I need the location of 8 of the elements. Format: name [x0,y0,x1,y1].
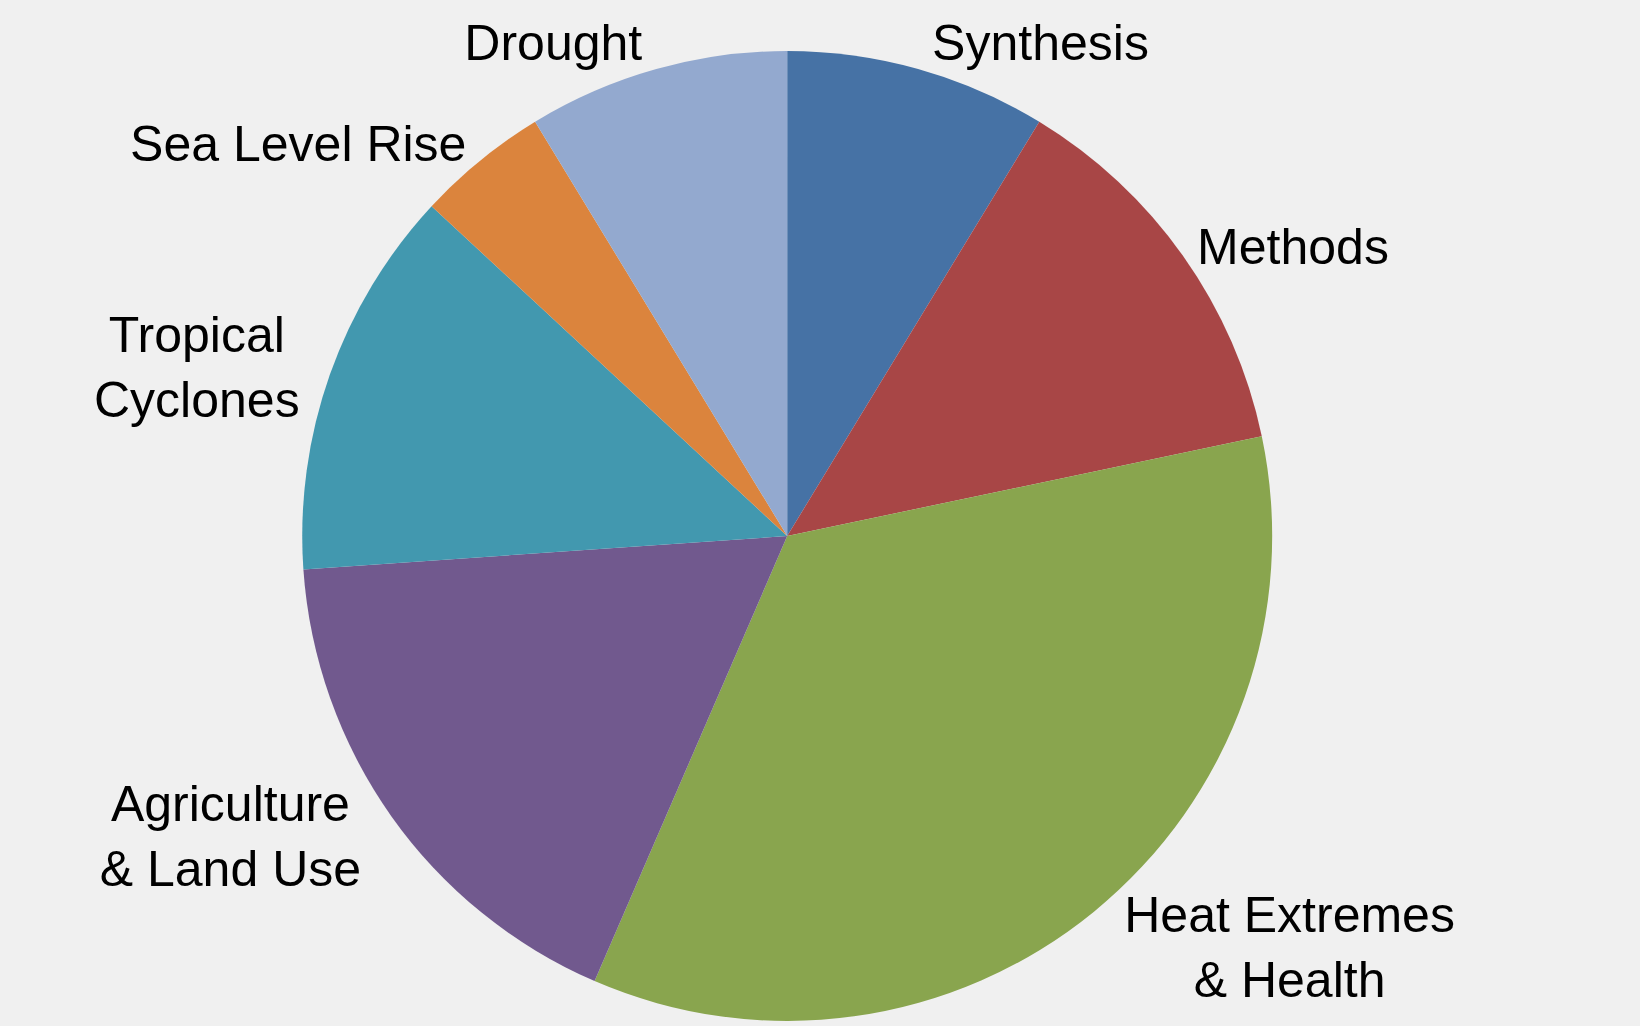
slice-label: Heat Extremes & Health [1124,887,1455,1009]
slice-label: Drought [464,15,643,72]
pie-slice [302,206,788,570]
slice-label: Tropical Cyclones [93,307,300,429]
slice-label: Agriculture & Land Use [99,775,362,897]
slice-label: Synthesis [932,15,1149,72]
slice-label: Sea Level Rise [130,115,467,172]
slice-label: Methods [1197,218,1389,275]
